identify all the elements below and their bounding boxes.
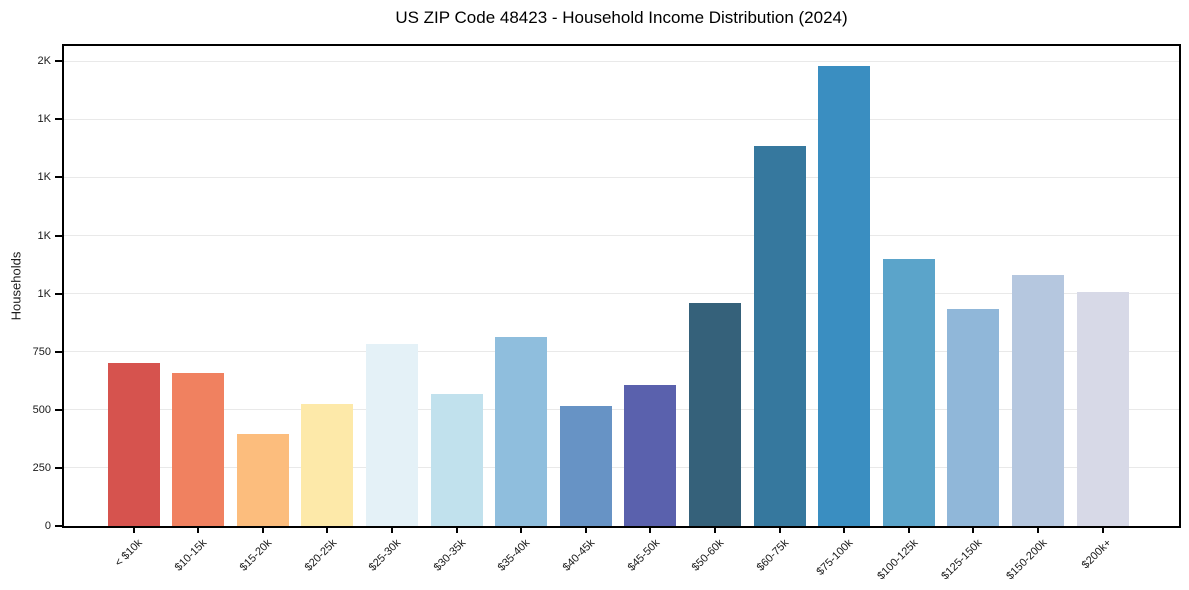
x-tick-label: $200k+ bbox=[1079, 537, 1115, 572]
x-tick-label: $45-50k bbox=[625, 537, 662, 574]
bar-13 bbox=[882, 258, 935, 526]
x-tick-label: $35-40k bbox=[496, 537, 533, 574]
y-tick-label: 500 bbox=[32, 403, 51, 416]
gridline bbox=[64, 118, 1179, 120]
x-tick-label: < $10k bbox=[113, 537, 146, 570]
x-tick-mark bbox=[907, 528, 910, 533]
x-tick-label: $30-35k bbox=[431, 537, 469, 574]
y-tick-mark bbox=[55, 408, 62, 411]
y-tick-label: 1K bbox=[37, 229, 51, 242]
gridline bbox=[64, 409, 1179, 411]
x-tick-mark bbox=[455, 528, 458, 533]
x-tick-label: $50-60k bbox=[689, 537, 727, 574]
bar-11 bbox=[753, 146, 806, 526]
x-tick-label: $100-125k bbox=[875, 537, 921, 583]
x-tick-mark bbox=[778, 528, 781, 533]
x-tick-mark bbox=[391, 528, 393, 533]
y-tick-label: 0 bbox=[44, 520, 51, 532]
chart-title: US ZIP Code 48423 - Household Income Dis… bbox=[395, 8, 848, 27]
y-tick-mark bbox=[55, 466, 62, 469]
bar-4 bbox=[301, 404, 354, 526]
x-tick-mark bbox=[261, 528, 264, 533]
x-tick-label: $20-25k bbox=[302, 537, 339, 574]
y-tick-mark bbox=[55, 234, 62, 237]
bar-6 bbox=[430, 393, 483, 526]
y-tick-mark bbox=[55, 60, 62, 63]
bar-14 bbox=[947, 308, 1000, 526]
bar-3 bbox=[236, 434, 289, 526]
bar-8 bbox=[559, 406, 612, 526]
x-tick-label: $40-45k bbox=[560, 537, 598, 574]
y-tick-mark bbox=[55, 525, 62, 527]
y-tick-label: 1K bbox=[37, 113, 51, 126]
x-tick-label: $10-15k bbox=[173, 537, 210, 574]
bar-1 bbox=[107, 363, 160, 526]
x-tick-mark bbox=[843, 528, 846, 533]
y-tick-mark bbox=[55, 292, 62, 295]
bar-16 bbox=[1076, 292, 1129, 526]
y-tick-label: 1K bbox=[37, 171, 51, 184]
x-tick-mark bbox=[1037, 528, 1039, 533]
gridline bbox=[64, 235, 1179, 236]
gridline bbox=[64, 176, 1179, 178]
bar-5 bbox=[366, 343, 418, 526]
y-tick-mark bbox=[55, 350, 62, 353]
gridline bbox=[64, 467, 1179, 469]
x-tick-mark bbox=[649, 528, 652, 533]
x-tick-mark bbox=[584, 528, 587, 533]
x-tick-mark bbox=[1101, 528, 1104, 533]
x-tick-label: $75-100k bbox=[814, 537, 856, 578]
x-tick-label: $125-150k bbox=[939, 537, 985, 583]
bar-7 bbox=[495, 336, 548, 526]
bar-2 bbox=[172, 372, 225, 526]
bar-12 bbox=[818, 65, 871, 526]
y-tick-label: 750 bbox=[32, 345, 51, 358]
bar-15 bbox=[1012, 275, 1064, 526]
bar-9 bbox=[624, 385, 677, 526]
x-tick-mark bbox=[520, 528, 523, 533]
y-tick-label: 1K bbox=[37, 287, 51, 300]
x-tick-label: $15-20k bbox=[237, 537, 275, 574]
y-axis-label: Households bbox=[8, 251, 24, 321]
y-tick-mark bbox=[55, 176, 62, 179]
x-tick-label: $60-75k bbox=[754, 537, 792, 574]
gridline bbox=[64, 60, 1179, 62]
y-tick-label: 2K bbox=[37, 55, 51, 68]
x-tick-mark bbox=[714, 528, 716, 533]
x-tick-mark bbox=[326, 528, 329, 533]
gridline bbox=[64, 293, 1179, 295]
plot-area bbox=[62, 44, 1181, 528]
x-tick-label: $150-200k bbox=[1004, 537, 1050, 583]
x-tick-mark bbox=[197, 528, 200, 533]
gridline bbox=[64, 351, 1179, 353]
x-tick-mark bbox=[972, 528, 975, 533]
y-tick-mark bbox=[55, 118, 62, 121]
bar-10 bbox=[689, 302, 741, 526]
y-tick-label: 250 bbox=[32, 461, 51, 474]
x-tick-label: $25-30k bbox=[366, 537, 404, 574]
x-tick-mark bbox=[132, 528, 135, 533]
